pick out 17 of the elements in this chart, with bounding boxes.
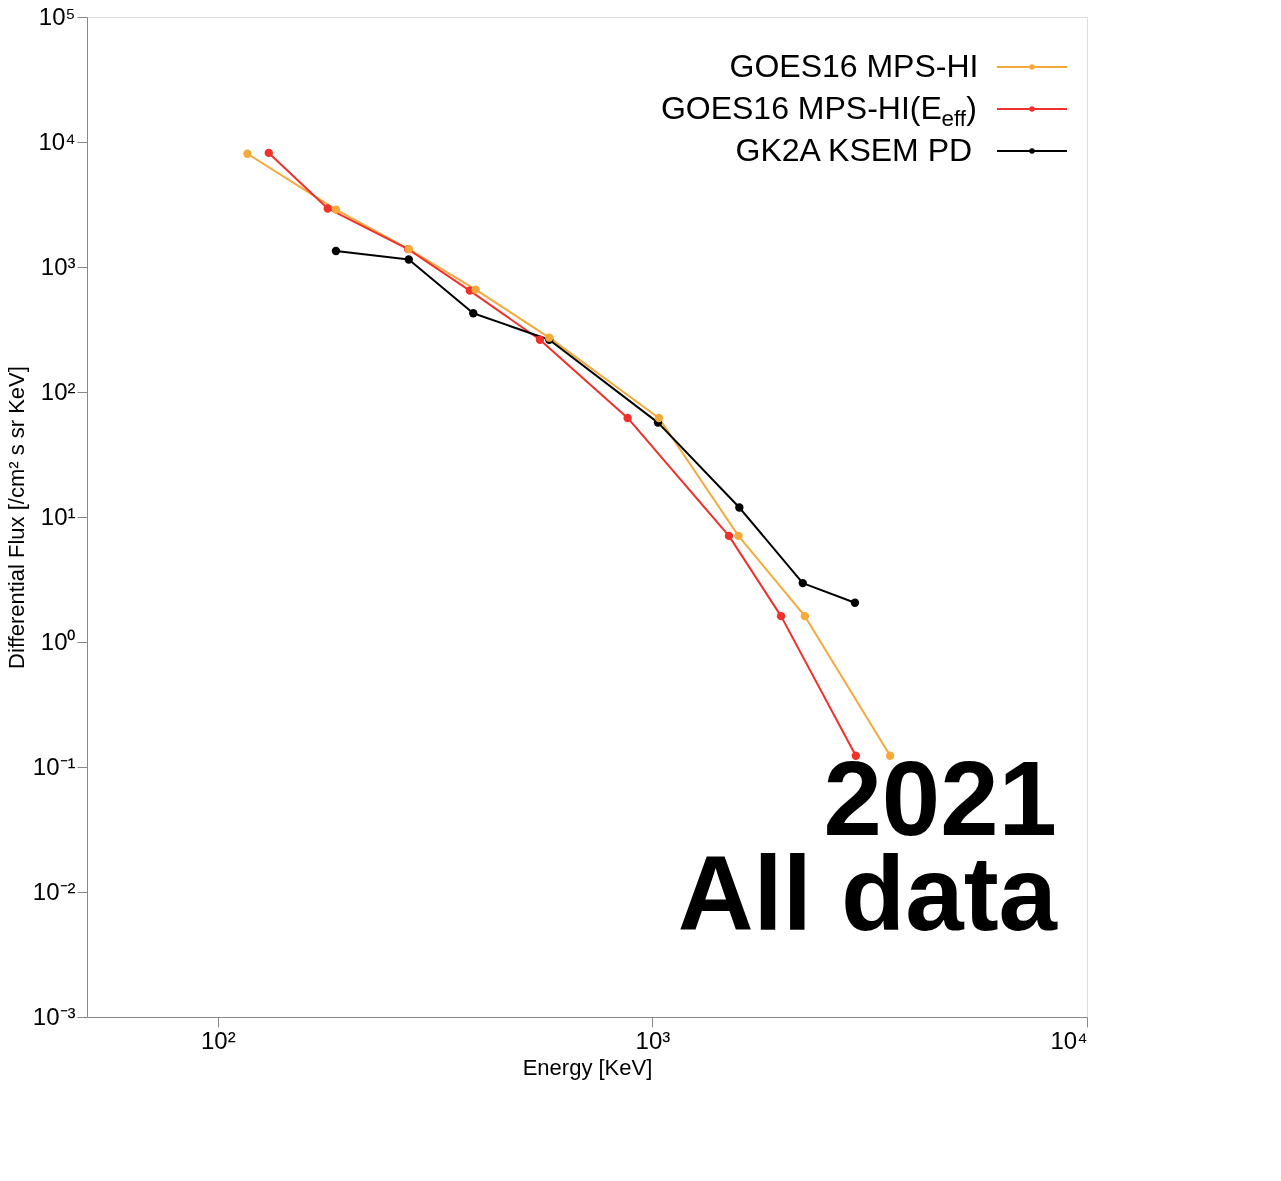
legend-label: GK2A KSEM PD <box>735 132 973 168</box>
y-tick-label: 10⁻³ <box>32 1002 76 1030</box>
legend-label: GOES16 MPS-HI <box>729 48 979 84</box>
y-tick-label: 10⁴ <box>38 127 76 155</box>
y-tick-label: 10³ <box>40 252 76 280</box>
y-tick-label: 10⁵ <box>38 2 76 30</box>
y-tick-label: 10⁰ <box>40 627 76 655</box>
x-axis-title: Energy [KeV] <box>522 1054 653 1080</box>
x-tick-label: 10³ <box>635 1026 671 1054</box>
y-tick-label: 10⁻¹ <box>32 752 76 780</box>
y-tick-label: 10¹ <box>40 502 76 530</box>
x-tick-label: 10² <box>200 1026 236 1054</box>
x-tick-label: 10⁴ <box>1050 1026 1088 1054</box>
y-axis-title: Differential Flux [/cm² s sr KeV] <box>3 366 29 669</box>
y-tick-label: 10⁻² <box>32 877 76 905</box>
y-tick-label: 10² <box>40 377 76 405</box>
annotation: All data <box>677 835 1059 952</box>
